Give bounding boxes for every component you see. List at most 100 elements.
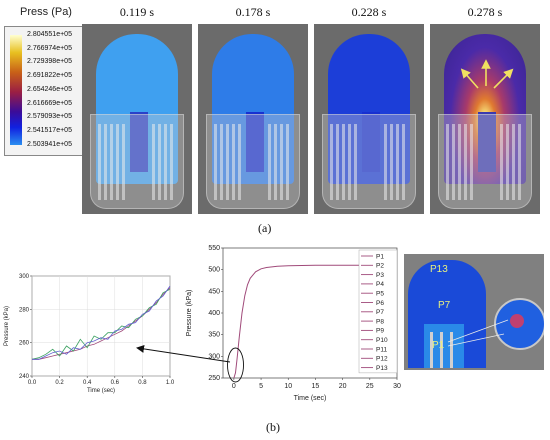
legend-entry: P1 bbox=[376, 253, 384, 260]
y-tick-label: 280 bbox=[19, 307, 30, 313]
internal-rod bbox=[396, 124, 399, 200]
legend-entry: P4 bbox=[376, 281, 384, 288]
label-p7: P7 bbox=[438, 300, 451, 311]
x-tick-label: 0.8 bbox=[138, 380, 147, 386]
internal-rod bbox=[506, 124, 509, 200]
internal-rod bbox=[116, 124, 119, 200]
simulation-panel bbox=[198, 24, 308, 214]
x-tick-label: 10 bbox=[284, 383, 292, 390]
legend-color-bar bbox=[10, 35, 22, 145]
zoom-highlight-circle bbox=[227, 347, 244, 383]
y-tick-label: 300 bbox=[208, 353, 220, 360]
x-tick-label: 0.4 bbox=[83, 380, 92, 386]
core-region bbox=[246, 112, 264, 172]
panel-time-label: 0.278 s bbox=[467, 5, 503, 19]
internal-rod bbox=[470, 124, 473, 200]
internal-rod bbox=[164, 124, 167, 200]
internal-rod bbox=[170, 124, 173, 200]
wave-arrows bbox=[460, 59, 514, 89]
internal-rod bbox=[286, 124, 289, 200]
series-line bbox=[32, 287, 171, 360]
cross-section-image: P13 P7 P1 bbox=[404, 254, 544, 370]
x-tick-label: 0 bbox=[232, 383, 236, 390]
internal-rod bbox=[158, 124, 161, 200]
legend-value: 2.616669e+05 bbox=[27, 99, 72, 107]
legend-entry: P9 bbox=[376, 328, 384, 335]
internal-rod bbox=[268, 124, 271, 200]
internal-rod bbox=[348, 124, 351, 200]
x-tick-label: 25 bbox=[366, 383, 374, 390]
internal-rod bbox=[354, 124, 357, 200]
legend-entry: P6 bbox=[376, 300, 384, 307]
legend-value: 2.579093e+05 bbox=[27, 113, 72, 121]
legend-entry: P7 bbox=[376, 309, 384, 316]
core-region bbox=[478, 112, 496, 172]
x-axis-label: Time (sec) bbox=[87, 388, 115, 394]
internal-rod bbox=[342, 124, 345, 200]
x-axis-label: Time (sec) bbox=[294, 395, 327, 402]
legend-entry: P10 bbox=[376, 337, 388, 344]
internal-rod bbox=[122, 124, 125, 200]
y-tick-label: 250 bbox=[208, 375, 220, 382]
simulation-panel bbox=[430, 24, 540, 214]
internal-rod bbox=[446, 124, 449, 200]
internal-rod bbox=[238, 124, 241, 200]
x-tick-label: 0.6 bbox=[111, 380, 120, 386]
y-tick-label: 350 bbox=[208, 332, 220, 339]
simulation-panel bbox=[314, 24, 424, 214]
internal-rod bbox=[464, 124, 467, 200]
legend-title: Press (Pa) bbox=[20, 6, 72, 18]
series-line bbox=[32, 285, 171, 360]
internal-rod bbox=[110, 124, 113, 200]
panel-time-label: 0.228 s bbox=[351, 5, 387, 19]
label-p13: P13 bbox=[430, 264, 448, 275]
legend-labels: 2.804551e+05 2.766974e+05 2.729398e+05 2.69… bbox=[27, 31, 83, 149]
internal-rod bbox=[226, 124, 229, 200]
legend-value: 2.503941e+05 bbox=[27, 140, 72, 148]
y-tick-label: 260 bbox=[19, 341, 30, 347]
legend-value: 2.654246e+05 bbox=[27, 85, 72, 93]
x-tick-label: 1.0 bbox=[166, 380, 175, 386]
internal-rod bbox=[336, 124, 339, 200]
y-tick-label: 450 bbox=[208, 288, 220, 295]
internal-rod bbox=[98, 124, 101, 200]
series-line bbox=[233, 264, 397, 379]
legend-entry: P2 bbox=[376, 263, 384, 270]
legend-entry: P3 bbox=[376, 272, 384, 279]
core-region bbox=[362, 112, 380, 172]
legend-value: 2.729398e+05 bbox=[27, 58, 72, 66]
legend-value: 2.804551e+05 bbox=[27, 31, 72, 38]
y-axis-label: Pressure (kPa) bbox=[186, 290, 193, 337]
x-tick-label: 5 bbox=[259, 383, 263, 390]
zoom-chart: 240 260 280 300 0.0 0.2 0.4 0.6 0.8 1.0 Time (sec)… bbox=[0, 266, 180, 396]
legend-entry: P5 bbox=[376, 291, 384, 298]
legend-value: 2.766974e+05 bbox=[27, 44, 72, 52]
internal-rod bbox=[104, 124, 107, 200]
x-tick-label: 20 bbox=[339, 383, 347, 390]
internal-rod bbox=[274, 124, 277, 200]
legend-entry: P8 bbox=[376, 318, 384, 325]
y-tick-label: 550 bbox=[208, 245, 220, 252]
y-tick-label: 400 bbox=[208, 310, 220, 317]
full-chart: 250 300 350 400 450 500 550 0 5 10 15 20 25 30 Time (s… bbox=[175, 240, 407, 416]
internal-rod bbox=[390, 124, 393, 200]
plot-area bbox=[31, 275, 171, 377]
core-region bbox=[130, 112, 148, 172]
pressure-color-legend: 2.804551e+05 2.766974e+05 2.729398e+05 2.69… bbox=[4, 26, 84, 156]
internal-rod bbox=[402, 124, 405, 200]
internal-rod bbox=[280, 124, 283, 200]
legend-entry: P13 bbox=[376, 365, 388, 372]
y-tick-label: 500 bbox=[208, 267, 220, 274]
caption-b: (b) bbox=[266, 420, 280, 434]
internal-rod bbox=[512, 124, 515, 200]
internal-rod bbox=[500, 124, 503, 200]
y-tick-label: 300 bbox=[19, 274, 30, 280]
x-tick-label: 30 bbox=[393, 383, 401, 390]
x-tick-label: 0.0 bbox=[28, 380, 37, 386]
legend-value: 2.691822e+05 bbox=[27, 72, 72, 80]
x-tick-label: 0.2 bbox=[55, 380, 64, 386]
caption-a: (a) bbox=[258, 221, 272, 235]
internal-rod bbox=[214, 124, 217, 200]
x-tick-label: 15 bbox=[312, 383, 320, 390]
panel-time-label: 0.178 s bbox=[235, 5, 271, 19]
